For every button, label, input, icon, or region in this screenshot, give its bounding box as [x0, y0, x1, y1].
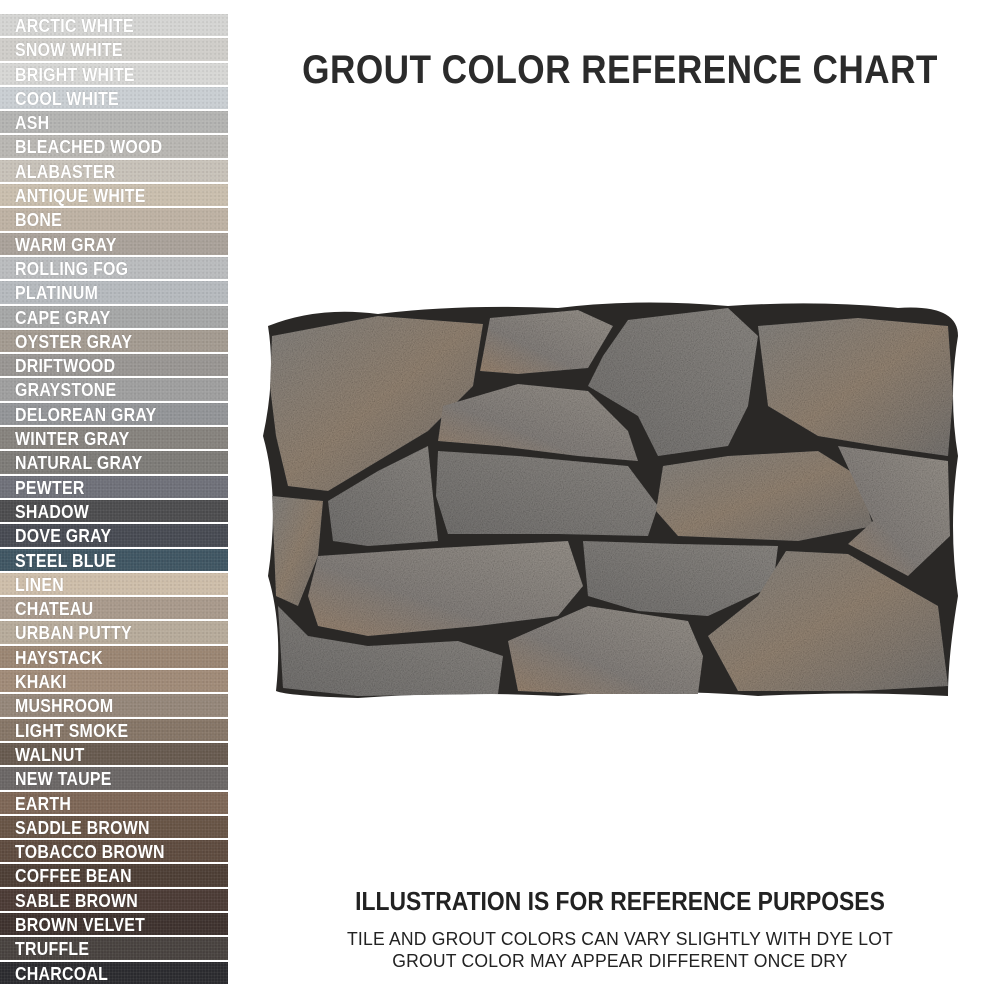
grout-swatch: SNOW WHITE: [0, 38, 228, 61]
swatch-label: WARM GRAY: [15, 233, 117, 255]
grout-swatch: ASH: [0, 111, 228, 134]
swatch-label: SHADOW: [15, 500, 90, 522]
grout-swatch: CAPE GRAY: [0, 305, 228, 328]
swatch-label: TOBACCO BROWN: [15, 841, 165, 863]
swatch-label: BONE: [15, 209, 63, 231]
grout-swatch: BONE: [0, 208, 228, 231]
swatch-label: ARCTIC WHITE: [15, 15, 134, 36]
grout-swatch: ANTIQUE WHITE: [0, 184, 228, 207]
swatch-label: BROWN VELVET: [15, 913, 146, 935]
grout-swatch: BLEACHED WOOD: [0, 135, 228, 158]
swatch-label: WALNUT: [15, 743, 85, 765]
grout-swatch: WINTER GRAY: [0, 427, 228, 450]
swatch-label: SABLE BROWN: [15, 889, 139, 911]
swatch-label: NATURAL GRAY: [15, 452, 143, 474]
swatch-label: LIGHT SMOKE: [15, 719, 129, 741]
grout-swatch: HAYSTACK: [0, 645, 228, 669]
swatch-label: NEW TAUPE: [15, 768, 112, 790]
swatch-label: GRAYSTONE: [15, 379, 117, 401]
grout-swatch: URBAN PUTTY: [0, 621, 228, 644]
grout-swatch: GRAYSTONE: [0, 378, 228, 401]
grout-swatch: DRIFTWOOD: [0, 354, 228, 377]
swatch-label: OYSTER GRAY: [15, 330, 133, 352]
grout-swatch: SABLE BROWN: [0, 888, 228, 911]
swatch-label: BRIGHT WHITE: [15, 63, 135, 85]
grout-swatch: SADDLE BROWN: [0, 815, 228, 839]
swatch-label: URBAN PUTTY: [15, 622, 132, 644]
disclaimer-line-dry: GROUT COLOR MAY APPEAR DIFFERENT ONCE DR…: [392, 950, 848, 971]
swatch-label: ROLLING FOG: [15, 257, 129, 279]
grout-swatch: BROWN VELVET: [0, 912, 228, 936]
grout-swatch: TOBACCO BROWN: [0, 840, 228, 863]
swatch-label: EARTH: [15, 792, 72, 814]
swatch-label: DELOREAN GRAY: [15, 403, 157, 425]
grout-swatch: BRIGHT WHITE: [0, 62, 228, 85]
grout-swatch: WARM GRAY: [0, 232, 228, 255]
grout-swatch: KHAKI: [0, 670, 228, 693]
grout-swatch: WALNUT: [0, 742, 228, 766]
grout-swatch: CHARCOAL: [0, 961, 228, 984]
grout-swatch: PEWTER: [0, 475, 228, 498]
swatch-label: DRIFTWOOD: [15, 355, 116, 377]
swatch-label: LINEN: [15, 573, 65, 595]
grout-swatch: MUSHROOM: [0, 694, 228, 717]
grout-swatch: TRUFFLE: [0, 937, 228, 960]
swatch-label: MUSHROOM: [15, 695, 114, 717]
swatch-label: PEWTER: [15, 476, 85, 498]
grout-swatch: DELOREAN GRAY: [0, 402, 228, 426]
grout-swatch: COFFEE BEAN: [0, 864, 228, 887]
swatch-label: KHAKI: [15, 671, 67, 693]
grout-swatch: SHADOW: [0, 499, 228, 523]
stone-tile-illustration: [263, 302, 958, 698]
grout-swatch: NEW TAUPE: [0, 767, 228, 790]
grout-swatch: STEEL BLUE: [0, 548, 228, 571]
swatch-label: ANTIQUE WHITE: [15, 185, 146, 207]
swatch-label: SADDLE BROWN: [15, 816, 150, 838]
swatch-label: SNOW WHITE: [15, 39, 123, 61]
grout-swatch: LINEN: [0, 572, 228, 596]
swatch-label: COOL WHITE: [15, 87, 119, 109]
swatch-label: CHATEAU: [15, 598, 94, 620]
grout-swatch: PLATINUM: [0, 281, 228, 304]
page-title: GROUT COLOR REFERENCE CHART: [302, 48, 938, 92]
reference-disclaimer-heading: ILLUSTRATION IS FOR REFERENCE PURPOSES: [355, 886, 885, 916]
grout-swatch: LIGHT SMOKE: [0, 718, 228, 741]
swatch-label: HAYSTACK: [15, 646, 103, 668]
swatch-label: STEEL BLUE: [15, 549, 117, 571]
grout-swatch: COOL WHITE: [0, 86, 228, 110]
grout-swatch: CHATEAU: [0, 597, 228, 620]
swatch-label: BLEACHED WOOD: [15, 136, 163, 158]
grout-swatch: ALABASTER: [0, 159, 228, 183]
swatch-label: PLATINUM: [15, 282, 99, 304]
swatch-label: COFFEE BEAN: [15, 865, 132, 887]
swatch-label: ASH: [15, 112, 50, 134]
swatch-label: ALABASTER: [15, 160, 116, 182]
swatch-label: DOVE GRAY: [15, 525, 112, 547]
grout-swatch: EARTH: [0, 791, 228, 814]
grout-swatch: OYSTER GRAY: [0, 329, 228, 353]
grout-swatch: ARCTIC WHITE: [0, 14, 228, 37]
grout-swatch-list: ARCTIC WHITE SNOW WHITE BRIGHT WHITE COOL W…: [0, 14, 228, 986]
swatch-label: CAPE GRAY: [15, 306, 111, 328]
swatch-label: TRUFFLE: [15, 938, 90, 960]
disclaimer-line-dye-lot: TILE AND GROUT COLORS CAN VARY SLIGHTLY …: [346, 928, 894, 949]
grout-swatch: ROLLING FOG: [0, 256, 228, 280]
swatch-label: CHARCOAL: [15, 962, 109, 984]
grout-swatch: DOVE GRAY: [0, 524, 228, 547]
grout-swatch: NATURAL GRAY: [0, 451, 228, 474]
swatch-label: WINTER GRAY: [15, 428, 130, 450]
